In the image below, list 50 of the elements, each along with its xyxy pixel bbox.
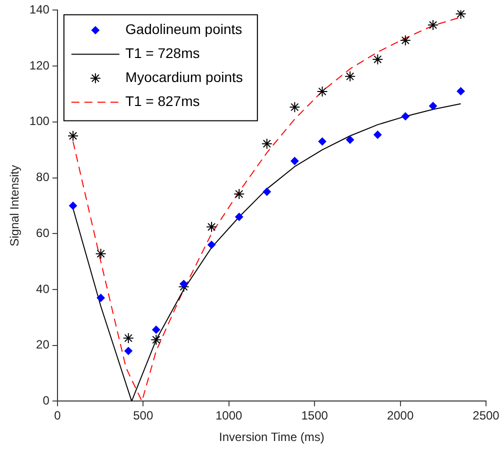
y-tick-label: 140 (29, 2, 50, 17)
point (206, 221, 218, 232)
point (150, 334, 162, 346)
point (262, 188, 271, 196)
y-tick-label: 80 (36, 170, 50, 184)
y-tick-label: 60 (36, 226, 50, 240)
y-axis-title: Signal Intensity (8, 165, 22, 246)
point (429, 102, 438, 110)
point (122, 332, 134, 344)
point (344, 70, 356, 82)
legend-label: T1 = 728ms (125, 45, 200, 62)
point (374, 130, 382, 139)
y-tick-label: 120 (29, 58, 50, 72)
point (152, 326, 160, 334)
point (428, 20, 439, 30)
y-tick-label: 40 (36, 282, 50, 296)
point (234, 188, 245, 200)
legend-label: Myocardium points (125, 69, 243, 86)
point (316, 86, 328, 97)
x-tick-label: 500 (133, 408, 154, 423)
point (456, 87, 465, 96)
point (401, 112, 410, 120)
y-tick-label: 20 (36, 338, 50, 352)
x-tick-label: 1000 (216, 408, 243, 423)
point (346, 136, 354, 144)
point (208, 240, 216, 249)
point (372, 54, 384, 65)
point (235, 212, 244, 221)
point (68, 130, 79, 142)
point (400, 34, 411, 46)
x-tick-label: 0 (54, 408, 62, 423)
point (180, 280, 188, 288)
point (95, 248, 106, 260)
point (124, 346, 132, 355)
point (69, 202, 78, 210)
point (289, 102, 300, 113)
point (455, 10, 466, 20)
x-tick-label: 2500 (472, 408, 500, 423)
point (290, 157, 299, 166)
point (261, 138, 272, 150)
point (318, 137, 326, 146)
x-tick-label: 1500 (301, 408, 328, 423)
legend-label: T1 = 827ms (125, 93, 200, 110)
legend-label: Gadolineum points (125, 21, 242, 38)
point (96, 294, 105, 302)
y-tick-label: 0 (42, 394, 50, 408)
x-tick-label: 2000 (386, 408, 414, 423)
line-series (72, 16, 462, 402)
x-axis-title: Inversion Time (ms) (219, 430, 324, 444)
y-tick-label: 100 (29, 114, 50, 128)
